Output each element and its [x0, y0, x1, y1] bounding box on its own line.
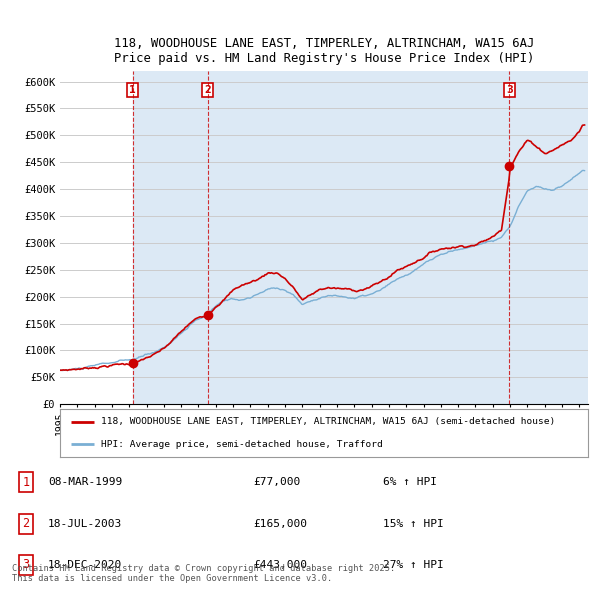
Text: 1: 1: [129, 85, 136, 95]
Text: £165,000: £165,000: [253, 519, 307, 529]
Text: 3: 3: [506, 85, 513, 95]
Text: 2: 2: [22, 517, 29, 530]
Text: 1: 1: [22, 476, 29, 489]
Text: 08-MAR-1999: 08-MAR-1999: [48, 477, 122, 487]
Text: 2: 2: [205, 85, 211, 95]
Text: 3: 3: [22, 558, 29, 572]
Text: 18-JUL-2003: 18-JUL-2003: [48, 519, 122, 529]
Text: HPI: Average price, semi-detached house, Trafford: HPI: Average price, semi-detached house,…: [101, 440, 383, 448]
Text: 27% ↑ HPI: 27% ↑ HPI: [383, 560, 443, 570]
Bar: [509, 71, 588, 404]
Title: 118, WOODHOUSE LANE EAST, TIMPERLEY, ALTRINCHAM, WA15 6AJ
Price paid vs. HM Land: 118, WOODHOUSE LANE EAST, TIMPERLEY, ALT…: [114, 38, 534, 65]
Text: 118, WOODHOUSE LANE EAST, TIMPERLEY, ALTRINCHAM, WA15 6AJ (semi-detached house): 118, WOODHOUSE LANE EAST, TIMPERLEY, ALT…: [101, 418, 556, 427]
Text: 18-DEC-2020: 18-DEC-2020: [48, 560, 122, 570]
Text: Contains HM Land Registry data © Crown copyright and database right 2025.
This d: Contains HM Land Registry data © Crown c…: [12, 563, 395, 583]
Text: 15% ↑ HPI: 15% ↑ HPI: [383, 519, 443, 529]
Text: £77,000: £77,000: [253, 477, 301, 487]
Bar: [208, 71, 509, 404]
Text: £443,000: £443,000: [253, 560, 307, 570]
Text: 6% ↑ HPI: 6% ↑ HPI: [383, 477, 437, 487]
Bar: [133, 71, 208, 404]
